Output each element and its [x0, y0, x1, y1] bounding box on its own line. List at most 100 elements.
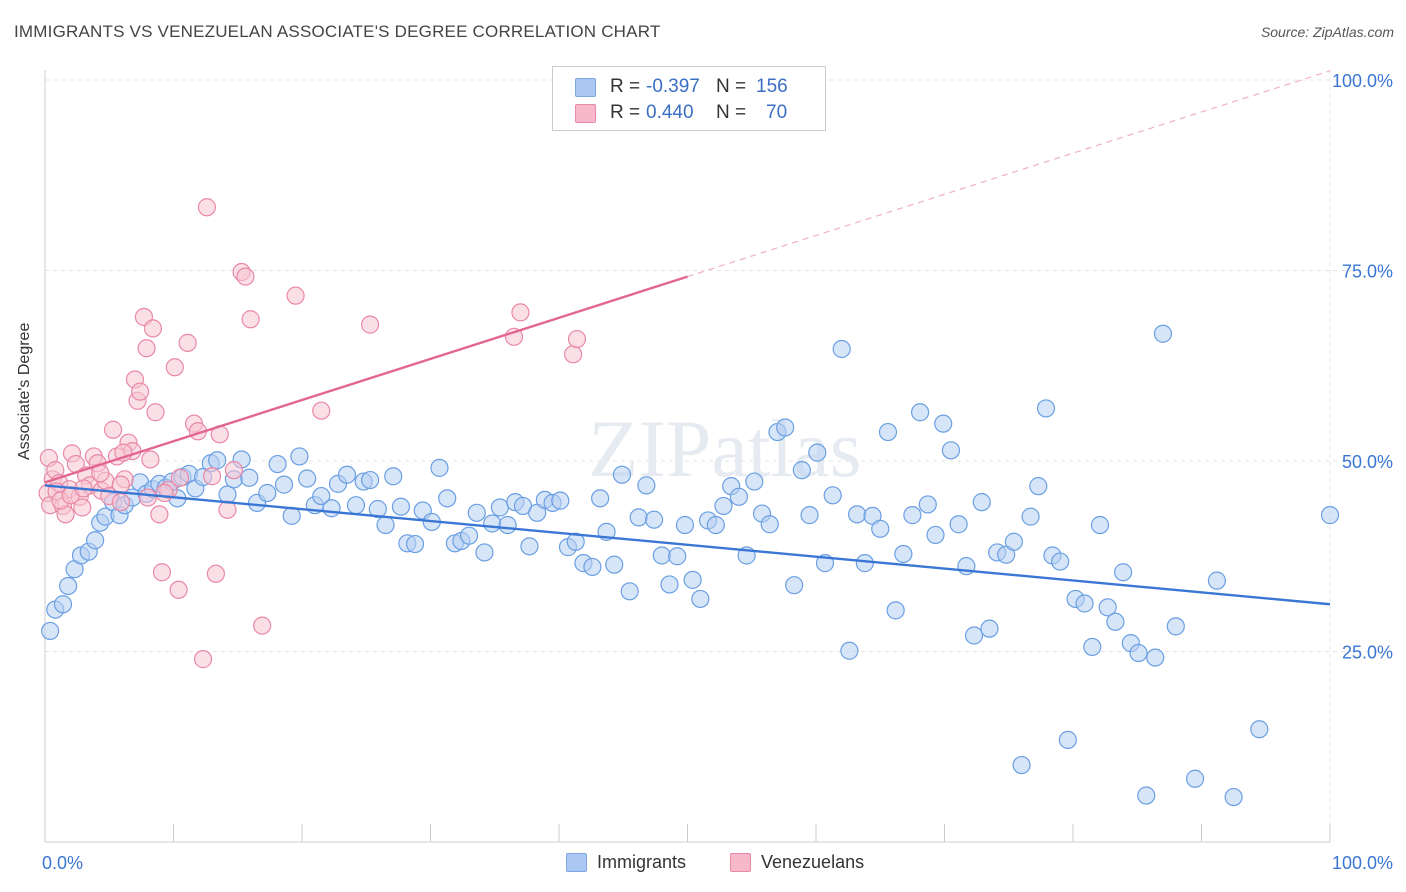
- immigrants-legend-swatch: [566, 853, 587, 872]
- venezuelans-point: [197, 198, 217, 217]
- venezuelans-point: [137, 339, 156, 358]
- immigrants-point: [368, 499, 387, 519]
- immigrants-point: [1153, 324, 1173, 343]
- immigrants-point: [886, 601, 905, 620]
- immigrants-point: [776, 418, 795, 437]
- immigrants-point: [714, 496, 733, 516]
- immigrants-point: [405, 534, 425, 554]
- immigrants-point: [86, 531, 105, 550]
- immigrants-point: [878, 422, 898, 442]
- legend-item-immigrants[interactable]: Immigrants: [566, 852, 686, 873]
- venezuelans-point: [241, 310, 260, 329]
- venezuelans-point: [165, 358, 184, 377]
- legend-item-venezuelans[interactable]: Venezuelans: [730, 852, 864, 873]
- immigrants-point: [668, 547, 687, 566]
- n-label: N =: [716, 76, 747, 97]
- immigrants-point: [438, 489, 457, 508]
- venezuelans-point: [178, 333, 197, 352]
- immigrants-point: [926, 525, 945, 545]
- venezuelans-point: [170, 468, 190, 487]
- r-value: -0.397: [646, 76, 700, 97]
- immigrants-point: [274, 475, 294, 494]
- x-tick-label: 0.0%: [42, 853, 83, 873]
- venezuelans-point: [236, 267, 255, 286]
- immigrants-point: [910, 403, 930, 422]
- legend-label-immigrants: Immigrants: [597, 852, 687, 872]
- venezuelans-point: [111, 493, 130, 512]
- immigrants-point: [1224, 787, 1243, 807]
- immigrants-point: [1129, 643, 1148, 663]
- legend-label-venezuelans: Venezuelans: [761, 852, 865, 872]
- y-tick-label: 100.0%: [1332, 71, 1393, 91]
- r-value: 0.440: [646, 102, 694, 123]
- immigrants-point: [312, 486, 331, 506]
- venezuelans-point: [564, 345, 583, 364]
- immigrants-point: [1098, 598, 1117, 617]
- immigrants-point: [551, 491, 570, 510]
- venezuelans-point: [202, 467, 222, 486]
- immigrants-point: [832, 339, 851, 359]
- x-tick-labels: 0.0% 100.0%: [42, 853, 1393, 873]
- immigrants-point: [583, 557, 602, 577]
- venezuelans-point: [73, 498, 92, 517]
- immigrants-point: [745, 472, 764, 491]
- immigrants-point: [1114, 563, 1133, 582]
- venezuelans-point: [152, 563, 172, 582]
- immigrants-point: [823, 486, 842, 505]
- trend-lines: [44, 70, 1331, 606]
- venezuelans-point: [361, 315, 380, 334]
- immigrants-point: [268, 454, 287, 474]
- immigrants-point: [290, 447, 309, 466]
- immigrants-point: [683, 570, 702, 589]
- immigrants-point: [980, 619, 999, 638]
- immigrants-point: [612, 465, 632, 484]
- y-tick-label: 50.0%: [1342, 452, 1393, 472]
- immigrants-point: [1106, 612, 1125, 631]
- immigrants-point: [706, 515, 725, 535]
- immigrants-point: [792, 461, 811, 480]
- immigrants-point: [1207, 571, 1227, 590]
- immigrants-point: [1250, 720, 1269, 739]
- immigrants-point: [208, 451, 227, 470]
- immigrants-point: [467, 503, 486, 522]
- immigrants-point: [729, 487, 749, 506]
- immigrants-point: [675, 515, 695, 535]
- venezuelans-point: [138, 488, 157, 507]
- immigrants-point: [760, 515, 779, 534]
- venezuelans-legend-swatch: [730, 853, 751, 872]
- immigrants-point: [1004, 532, 1023, 551]
- immigrants-point: [934, 414, 953, 433]
- venezuelans-point: [143, 319, 163, 338]
- immigrants-point: [490, 498, 509, 517]
- immigrants-point: [1029, 477, 1048, 496]
- immigrants-point: [903, 506, 922, 525]
- immigrants-point: [800, 506, 819, 525]
- y-axis-label: Associate's Degree: [16, 322, 33, 460]
- immigrants-point: [384, 467, 403, 486]
- immigrants-point: [591, 489, 610, 508]
- immigrants-point: [691, 589, 710, 609]
- immigrants-point: [1185, 769, 1205, 788]
- source-label: Source: ZipAtlas.com: [1260, 24, 1394, 40]
- venezuelans-point: [193, 650, 213, 669]
- venezuelans-point: [224, 461, 243, 480]
- immigrants-point: [840, 641, 859, 660]
- immigrants-point: [258, 483, 277, 503]
- venezuelans-point: [130, 382, 150, 401]
- venezuelans-point: [155, 483, 174, 503]
- immigrants-point: [949, 515, 968, 534]
- venezuelans-point: [104, 420, 123, 439]
- venezuelans-trend-extension: [687, 70, 1331, 278]
- immigrants-point: [848, 505, 867, 524]
- venezuelans-point: [146, 403, 165, 422]
- chart-title: IMMIGRANTS VS VENEZUELAN ASSOCIATE'S DEG…: [14, 22, 661, 41]
- stats-row-venezuelans: R = 0.440 N = 70: [575, 100, 787, 126]
- immigrants-point: [1320, 506, 1340, 525]
- immigrants-point: [218, 485, 237, 504]
- n-value: 70: [766, 102, 788, 123]
- y-tick-label: 75.0%: [1342, 262, 1393, 282]
- immigrants-point: [346, 496, 366, 515]
- immigrants-point: [59, 576, 78, 596]
- immigrants-point: [1012, 755, 1031, 775]
